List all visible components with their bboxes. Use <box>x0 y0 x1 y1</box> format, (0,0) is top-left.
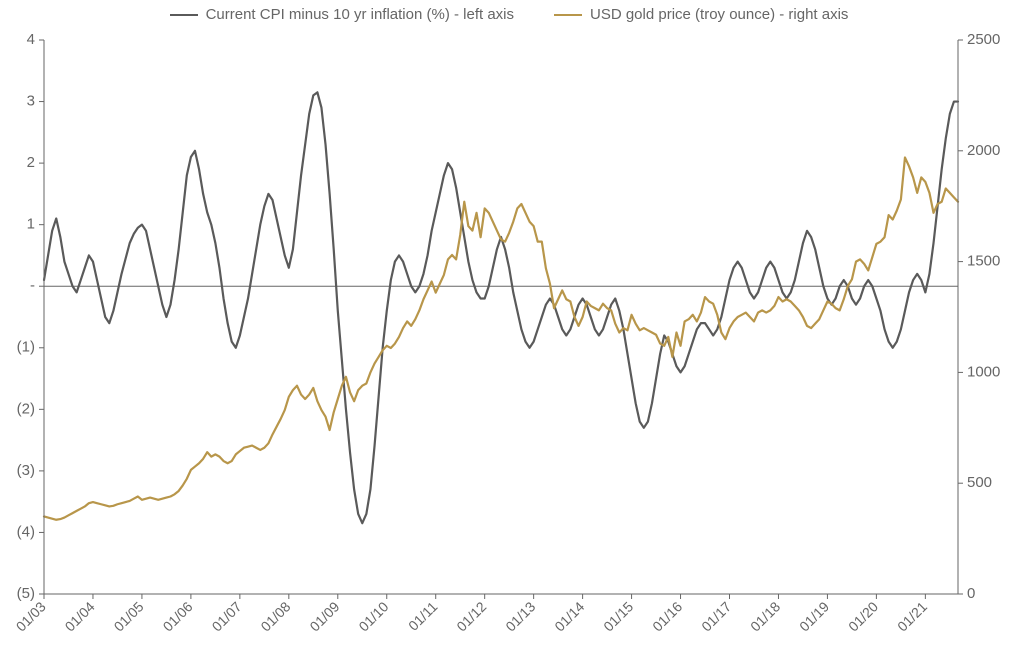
x-tick-label: 01/09 <box>306 598 342 634</box>
x-tick-label: 01/20 <box>845 598 881 634</box>
x-tick-label: 01/17 <box>698 598 734 634</box>
x-tick-label: 01/12 <box>453 598 489 634</box>
y-right-tick-label: 500 <box>967 474 992 491</box>
series-cpi_minus_10yr_inflation <box>44 92 958 523</box>
y-right-tick-label: 1500 <box>967 253 1000 270</box>
y-left-tick-label: - <box>30 277 35 294</box>
legend-swatch-gold <box>554 14 582 16</box>
y-right-tick-label: 0 <box>967 585 975 602</box>
x-tick-label: 01/13 <box>502 598 538 634</box>
x-tick-label: 01/08 <box>257 598 293 634</box>
y-right-tick-label: 2000 <box>967 142 1000 159</box>
x-tick-label: 01/03 <box>13 598 49 634</box>
y-left-tick-label: 3 <box>27 93 35 110</box>
legend: Current CPI minus 10 yr inflation (%) - … <box>0 6 1018 23</box>
x-tick-label: 01/04 <box>62 598 98 634</box>
y-left-tick-label: (2) <box>17 400 35 417</box>
y-right-tick-label: 2500 <box>967 31 1000 48</box>
x-tick-label: 01/19 <box>796 598 832 634</box>
x-tick-label: 01/05 <box>111 598 147 634</box>
y-right-tick-label: 1000 <box>967 363 1000 380</box>
x-tick-label: 01/16 <box>649 598 685 634</box>
x-tick-label: 01/15 <box>600 598 636 634</box>
y-left-tick-label: 4 <box>27 31 35 48</box>
legend-label-cpi: Current CPI minus 10 yr inflation (%) - … <box>206 6 514 23</box>
chart-svg: (5) (4) (3) (2) (1) - 1 2 3 4 0 500 1000 1500 2000 2500… <box>0 0 1018 664</box>
x-tick-label: 01/10 <box>355 598 391 634</box>
x-tick-label: 01/11 <box>405 598 441 634</box>
x-tick-label: 01/06 <box>160 598 196 634</box>
legend-item-gold: USD gold price (troy ounce) - right axis <box>554 6 848 23</box>
y-left-tick-label: (1) <box>17 339 35 356</box>
chart-container: Current CPI minus 10 yr inflation (%) - … <box>0 0 1018 664</box>
y-left-tick-label: 2 <box>27 154 35 171</box>
x-tick-label: 01/18 <box>747 598 783 634</box>
legend-item-cpi: Current CPI minus 10 yr inflation (%) - … <box>170 6 514 23</box>
legend-swatch-cpi <box>170 14 198 16</box>
x-tick-label: 01/21 <box>894 598 930 634</box>
y-left-tick-label: (4) <box>17 523 35 540</box>
y-left-tick-label: (3) <box>17 462 35 479</box>
y-left-tick-label: 1 <box>27 216 35 233</box>
legend-label-gold: USD gold price (troy ounce) - right axis <box>590 6 848 23</box>
x-tick-label: 01/07 <box>209 598 245 634</box>
x-tick-label: 01/14 <box>551 598 587 634</box>
series-usd_gold_price <box>44 157 958 519</box>
y-left-tick-label: (5) <box>17 585 35 602</box>
